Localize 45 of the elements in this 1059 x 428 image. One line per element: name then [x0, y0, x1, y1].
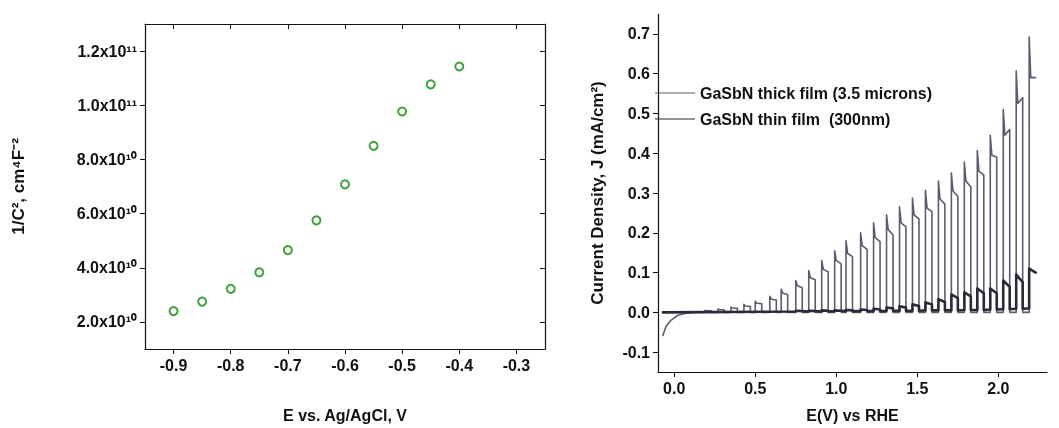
x-tick-label: 2.0 [987, 379, 1010, 397]
point [311, 215, 322, 226]
x-tick-label: -0.3 [502, 356, 531, 374]
y-axis-title: 1/C², cm⁴F⁻² [9, 137, 28, 235]
y-tick-label: 0.6 [627, 65, 651, 83]
y-tick-label: 0.5 [627, 104, 651, 122]
y-tick-label: -0.1 [622, 343, 651, 361]
point [397, 106, 408, 117]
y-tick-label: 0.0 [627, 303, 651, 321]
point [168, 306, 179, 317]
x-tick-label: 0.0 [663, 379, 686, 397]
y-tick-label: 0.2 [627, 224, 651, 242]
x-axis-title: E vs. Ag/AgCl, V [283, 406, 408, 424]
y-tick-label: 2.0x10¹⁰ [76, 313, 137, 331]
point [340, 179, 350, 190]
x-tick-label: -0.6 [331, 356, 359, 374]
point [197, 296, 208, 307]
x-tick-label: -0.7 [274, 356, 302, 374]
point [225, 283, 236, 294]
y-tick-label: 0.1 [627, 264, 651, 282]
point [282, 245, 293, 256]
point [454, 61, 465, 72]
x-tick-label: -0.5 [388, 356, 417, 374]
y-tick-label: 0.4 [627, 144, 651, 162]
y-tick-label: 4.0x10¹⁰ [76, 259, 137, 277]
x-axis-title: E(V) vs RHE [806, 406, 900, 424]
legend-label: GaSbN thick film (3.5 microns) [700, 84, 933, 102]
point [254, 267, 265, 278]
y-tick-label: 1.2x10¹¹ [77, 42, 137, 60]
y-tick-label: 6.0x10¹⁰ [76, 205, 137, 223]
x-tick-label: -0.9 [159, 356, 188, 374]
x-tick-label: -0.4 [445, 356, 474, 374]
y-tick-label: 0.7 [627, 25, 651, 43]
y-tick-label: 8.0x10¹⁰ [76, 150, 137, 168]
legend-label: GaSbN thin film (300nm) [700, 110, 891, 128]
y-axis-title: Current Density, J (mA/cm²) [588, 81, 607, 305]
x-tick-label: 1.5 [906, 379, 929, 397]
point [425, 79, 436, 90]
x-tick-label: 1.0 [825, 379, 848, 397]
y-tick-label: 0.3 [627, 184, 651, 202]
point [368, 140, 379, 151]
x-tick-label: -0.8 [216, 356, 245, 374]
line-series [662, 36, 1037, 337]
x-tick-label: 0.5 [744, 379, 767, 397]
y-tick-label: 1.0x10¹¹ [77, 96, 137, 114]
